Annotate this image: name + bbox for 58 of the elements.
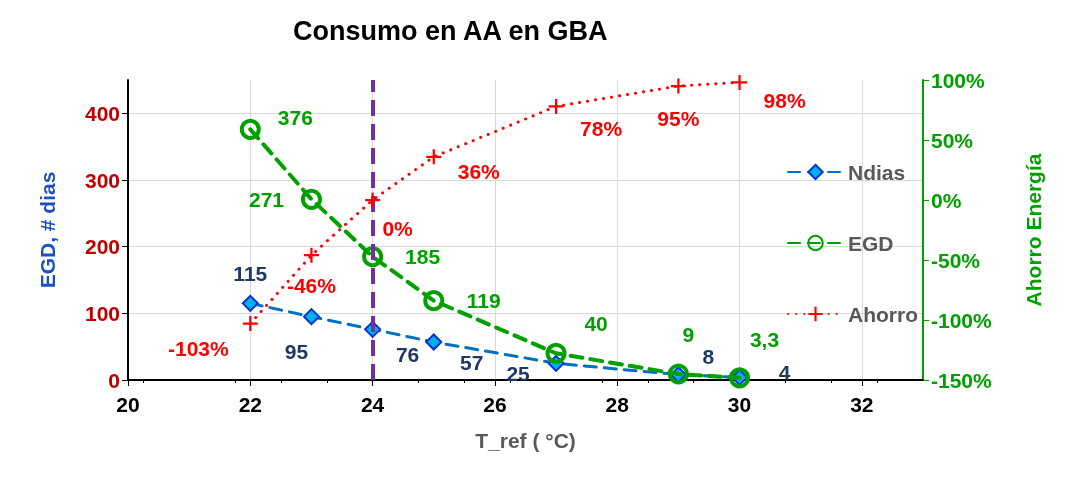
y-axis-title: EGD, # dias	[36, 171, 59, 289]
data-label: 3,3	[749, 328, 780, 352]
point	[670, 78, 686, 94]
y-tick-label: 400	[84, 101, 120, 125]
data-label: 4	[778, 360, 791, 384]
x-tick-label: 24	[360, 393, 385, 416]
y-tick-label: 200	[84, 235, 120, 259]
x-tick-label: 32	[850, 393, 874, 416]
point	[548, 98, 564, 114]
point	[362, 246, 384, 268]
x-tick-label: 30	[727, 393, 752, 416]
point	[545, 342, 567, 364]
point	[423, 290, 445, 312]
y2-axis-title: Ahorro Energía	[1022, 153, 1045, 307]
data-label: 9	[682, 322, 695, 346]
y2-tick-label: 50%	[931, 128, 974, 152]
x-axis-title: T_ref ( °C)	[475, 429, 576, 452]
data-label: 185	[405, 245, 441, 269]
y2-tick-label: -100%	[931, 308, 993, 332]
chart-title: Consumo en AA en GBA	[293, 15, 608, 46]
data-label: 25	[506, 361, 531, 385]
legend-label: Ndias	[848, 160, 906, 184]
point	[239, 118, 261, 140]
y2-tick-label: -150%	[931, 368, 993, 392]
x-tick-label: 22	[238, 393, 262, 416]
y2-tick-label: -50%	[931, 248, 981, 272]
point	[365, 192, 381, 208]
y-tick-label: 300	[84, 168, 120, 192]
data-label: 376	[277, 105, 313, 129]
data-label: 95%	[657, 106, 700, 130]
data-label: 95	[284, 340, 309, 364]
data-label: 40	[584, 311, 608, 335]
data-label: -103%	[167, 337, 229, 361]
y2-tick-label: 100%	[931, 68, 986, 92]
y-tick-label: 100	[84, 301, 120, 325]
data-label: 115	[233, 261, 268, 285]
y-tick-label: 0	[108, 368, 120, 392]
data-label: 119	[466, 289, 501, 313]
legend-label: Ahorro	[848, 302, 919, 326]
data-label: 36%	[457, 160, 501, 184]
data-label: 76	[395, 342, 420, 366]
x-tick-label: 28	[605, 393, 630, 416]
data-label: 57	[460, 350, 484, 374]
x-tick-label: 26	[483, 393, 507, 416]
point	[426, 149, 442, 165]
data-label: 8	[702, 345, 715, 369]
data-label: 0%	[382, 216, 414, 240]
point	[303, 247, 319, 263]
point	[300, 188, 322, 210]
point	[732, 74, 748, 90]
data-label: 271	[248, 187, 285, 211]
data-label: 98%	[763, 88, 806, 112]
legend-label: EGD	[848, 231, 894, 255]
data-label: 78%	[580, 116, 623, 140]
y2-tick-label: 0%	[931, 188, 962, 212]
data-label: -46%	[286, 273, 337, 297]
x-tick-label: 20	[116, 393, 140, 416]
point	[242, 316, 258, 332]
